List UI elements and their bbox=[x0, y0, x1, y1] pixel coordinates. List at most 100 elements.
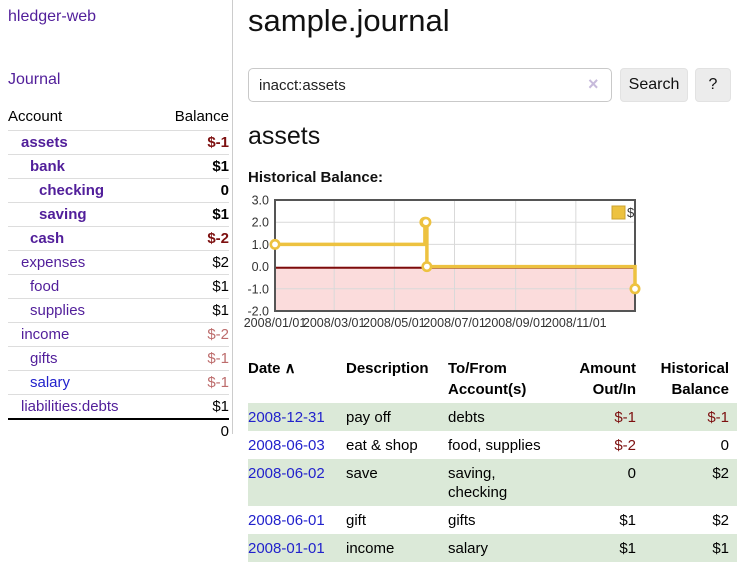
accounts-header-row: Account Balance bbox=[8, 104, 229, 131]
historical-balance-chart: $3.0 2.0 1.0 0.0 -1.0 -2.0 2008/01/01 2008/03/0… bbox=[243, 194, 643, 335]
svg-text:-1.0: -1.0 bbox=[247, 282, 269, 296]
register-cell-balance: 0 bbox=[720, 437, 729, 454]
accounts-total: 0 bbox=[220, 423, 229, 440]
account-link-income[interactable]: income bbox=[21, 326, 70, 343]
svg-text:1.0: 1.0 bbox=[252, 238, 269, 252]
account-row: liabilities:debts $1 bbox=[8, 394, 229, 420]
page-title: sample.journal bbox=[248, 3, 450, 38]
account-link-supplies[interactable]: supplies bbox=[30, 302, 86, 319]
clear-search-icon[interactable]: × bbox=[588, 74, 599, 94]
register-cell-amount: $-2 bbox=[614, 437, 636, 454]
account-row: cash $-2 bbox=[8, 226, 229, 251]
register-header-date[interactable]: Date ∧ bbox=[248, 360, 296, 377]
account-balance: $1 bbox=[212, 206, 229, 223]
svg-text:3.0: 3.0 bbox=[252, 194, 269, 208]
register-cell-balance: $2 bbox=[712, 512, 729, 529]
accounts-header-balance: Balance bbox=[174, 108, 229, 125]
account-balance: $1 bbox=[212, 158, 229, 175]
account-link-checking[interactable]: checking bbox=[39, 182, 105, 199]
brand-link[interactable]: hledger-web bbox=[8, 8, 97, 25]
register-header-historical-balance: Historical Balance bbox=[660, 360, 729, 398]
svg-text:2.0: 2.0 bbox=[252, 216, 269, 230]
accounts-header-account: Account bbox=[8, 108, 63, 125]
account-link-liabilities-debts[interactable]: liabilities:debts bbox=[21, 398, 119, 415]
account-row: checking 0 bbox=[8, 178, 229, 203]
account-link-cash[interactable]: cash bbox=[30, 230, 65, 247]
svg-text:2008/01/01: 2008/01/01 bbox=[244, 316, 307, 330]
search-form: × Search ? bbox=[248, 68, 734, 102]
sidebar: hledger-web Journal Account Balance asse… bbox=[0, 0, 233, 440]
register-row: 2008-06-02 save saving, checking 0 $2 bbox=[248, 459, 737, 506]
account-balance: $-2 bbox=[207, 326, 229, 343]
register-row: 2008-12-31 pay off debts $-1 $-1 bbox=[248, 403, 737, 431]
account-balance: $-1 bbox=[207, 374, 229, 391]
register-cell-description: pay off bbox=[346, 409, 391, 426]
transaction-date-link[interactable]: 2008-06-01 bbox=[248, 512, 325, 529]
register-cell-accounts: saving, checking bbox=[448, 465, 508, 501]
register-header-to-from-account-s-: To/From Account(s) bbox=[448, 360, 527, 398]
account-row: expenses $2 bbox=[8, 250, 229, 275]
register-cell-balance: $-1 bbox=[707, 409, 729, 426]
account-row: income $-2 bbox=[8, 322, 229, 347]
register-cell-description: gift bbox=[346, 512, 367, 529]
register-cell-accounts: salary bbox=[448, 540, 489, 557]
sidebar-item-journal[interactable]: Journal bbox=[8, 71, 61, 88]
register-table: Date ∧ Description To/From Account(s) Amoun… bbox=[248, 356, 737, 562]
account-row: salary $-1 bbox=[8, 370, 229, 395]
account-link-expenses[interactable]: expenses bbox=[21, 254, 86, 271]
account-balance: $1 bbox=[212, 398, 229, 415]
register-cell-description: save bbox=[346, 465, 378, 482]
account-balance: $1 bbox=[212, 278, 229, 295]
account-balance: $-2 bbox=[207, 230, 229, 247]
svg-text:2008/07/01: 2008/07/01 bbox=[423, 316, 486, 330]
account-link-gifts[interactable]: gifts bbox=[30, 350, 58, 367]
account-link-bank[interactable]: bank bbox=[30, 158, 66, 175]
register-cell-balance: $2 bbox=[712, 465, 729, 482]
svg-text:2008/09/01: 2008/09/01 bbox=[484, 316, 547, 330]
register-cell-amount: 0 bbox=[627, 465, 636, 482]
account-heading: assets bbox=[248, 122, 321, 150]
transaction-date-link[interactable]: 2008-12-31 bbox=[248, 409, 325, 426]
svg-text:2008/05/01: 2008/05/01 bbox=[363, 316, 426, 330]
svg-text:0.0: 0.0 bbox=[252, 260, 269, 274]
register-cell-description: income bbox=[346, 540, 395, 557]
account-row: bank $1 bbox=[8, 154, 229, 179]
account-link-assets[interactable]: assets bbox=[21, 134, 68, 151]
register-cell-description: eat & shop bbox=[346, 437, 418, 454]
help-button[interactable]: ? bbox=[695, 68, 731, 102]
register-cell-amount: $1 bbox=[619, 512, 636, 529]
account-link-saving[interactable]: saving bbox=[39, 206, 87, 223]
register-cell-amount: $1 bbox=[619, 540, 636, 557]
transaction-date-link[interactable]: 2008-06-03 bbox=[248, 437, 325, 454]
svg-text:2008/03/01: 2008/03/01 bbox=[303, 316, 366, 330]
register-header-row: Date ∧ Description To/From Account(s) Amoun… bbox=[248, 356, 737, 403]
search-button[interactable]: Search bbox=[620, 68, 688, 102]
register-cell-amount: $-1 bbox=[614, 409, 636, 426]
account-balance: $-1 bbox=[207, 134, 229, 151]
search-input[interactable] bbox=[248, 68, 612, 102]
account-balance: $2 bbox=[212, 254, 229, 271]
register-row: 2008-06-01 gift gifts $1 $2 bbox=[248, 506, 737, 534]
transaction-date-link[interactable]: 2008-01-01 bbox=[248, 540, 325, 557]
register-cell-accounts: food, supplies bbox=[448, 437, 541, 454]
account-balance: 0 bbox=[220, 182, 229, 199]
account-row: gifts $-1 bbox=[8, 346, 229, 371]
register-row: 2008-01-01 income salary $1 $1 bbox=[248, 534, 737, 562]
register-header-amount-out-in: Amount Out/In bbox=[579, 360, 636, 398]
sort-asc-icon: ∧ bbox=[280, 360, 296, 377]
chart-label: Historical Balance: bbox=[248, 169, 384, 186]
account-link-food[interactable]: food bbox=[30, 278, 60, 295]
register-cell-accounts: debts bbox=[448, 409, 485, 426]
account-row: food $1 bbox=[8, 274, 229, 299]
account-row: assets $-1 bbox=[8, 130, 229, 155]
accounts-total-row: 0 bbox=[8, 419, 229, 443]
svg-text:2008/11/01: 2008/11/01 bbox=[545, 316, 607, 330]
svg-text:$: $ bbox=[627, 205, 635, 220]
transaction-date-link[interactable]: 2008-06-02 bbox=[248, 465, 325, 482]
svg-text:-2.0: -2.0 bbox=[247, 305, 269, 319]
account-link-salary[interactable]: salary bbox=[30, 374, 71, 391]
register-header-description: Description bbox=[346, 360, 429, 377]
accounts-table: Account Balance assets $-1 bank $1 checking 0… bbox=[8, 104, 229, 443]
account-balance: $-1 bbox=[207, 350, 229, 367]
